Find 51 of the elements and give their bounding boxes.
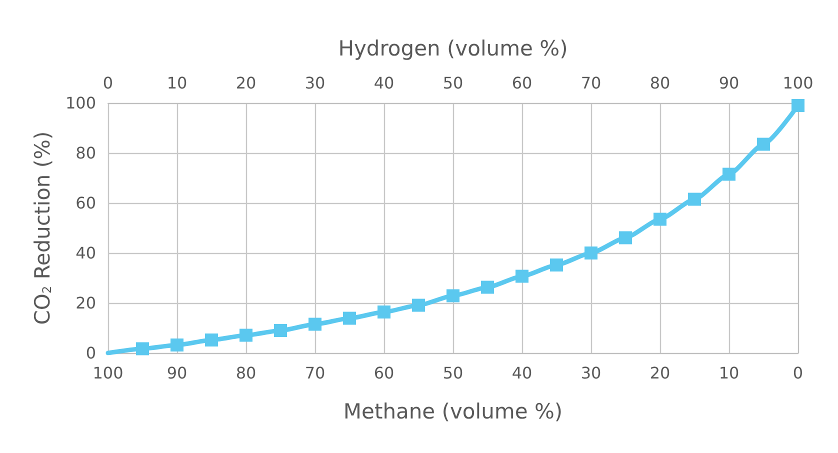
point (757, 138, 770, 151)
y-tick-label: 80 (76, 144, 96, 162)
point (481, 280, 494, 294)
y-tick-label: 20 (76, 294, 96, 312)
point (619, 231, 632, 244)
y-tick-label: 60 (76, 194, 96, 212)
x-tick-label: 50 (442, 364, 464, 382)
y-axis-title: CO2 Reduction (%) (30, 131, 54, 325)
point (792, 99, 804, 112)
point (654, 212, 666, 226)
y-tick-label: 0 (86, 344, 96, 362)
point (722, 168, 736, 181)
x2-tick-label: 80 (650, 74, 670, 92)
point (516, 270, 528, 283)
point (343, 312, 356, 325)
x-axis-title: Methane (volume %) (343, 400, 563, 424)
x-tick-label: 100 (92, 364, 124, 382)
point (584, 246, 598, 260)
x2-tick-label: 100 (782, 74, 814, 92)
x-tick-label: 20 (650, 364, 670, 382)
x2-tick-label: 10 (166, 74, 188, 92)
y-tick-label: 40 (76, 244, 96, 262)
point (378, 306, 390, 318)
point (240, 328, 252, 342)
point (274, 324, 287, 337)
point (412, 298, 425, 312)
x-tick-label: 90 (166, 364, 188, 382)
x2-tick-label: 50 (442, 74, 464, 92)
point (170, 338, 184, 352)
x-tick-label: 60 (374, 364, 394, 382)
y-tick-label: 100 (65, 94, 96, 112)
point (550, 258, 563, 272)
x2-tick-label: 0 (102, 74, 114, 92)
x2-tick-label: 60 (512, 74, 532, 92)
point (136, 342, 149, 356)
x2-tick-label: 40 (374, 74, 394, 92)
point (446, 289, 460, 302)
x-tick-label: 10 (718, 364, 740, 382)
x2-tick-label: 90 (718, 74, 740, 92)
x-tick-label: 70 (304, 364, 326, 382)
point (688, 192, 701, 206)
x2-tick-label: 70 (580, 74, 602, 92)
x2-axis-title: Hydrogen (volume %) (338, 36, 568, 60)
x-tick-label: 0 (792, 364, 804, 382)
x-tick-label: 80 (236, 364, 256, 382)
x2-tick-label: 20 (236, 74, 256, 92)
point (205, 334, 218, 346)
x-tick-label: 40 (512, 364, 532, 382)
x2-tick-label: 30 (304, 74, 326, 92)
x-tick-label: 30 (580, 364, 602, 382)
point (308, 318, 322, 331)
